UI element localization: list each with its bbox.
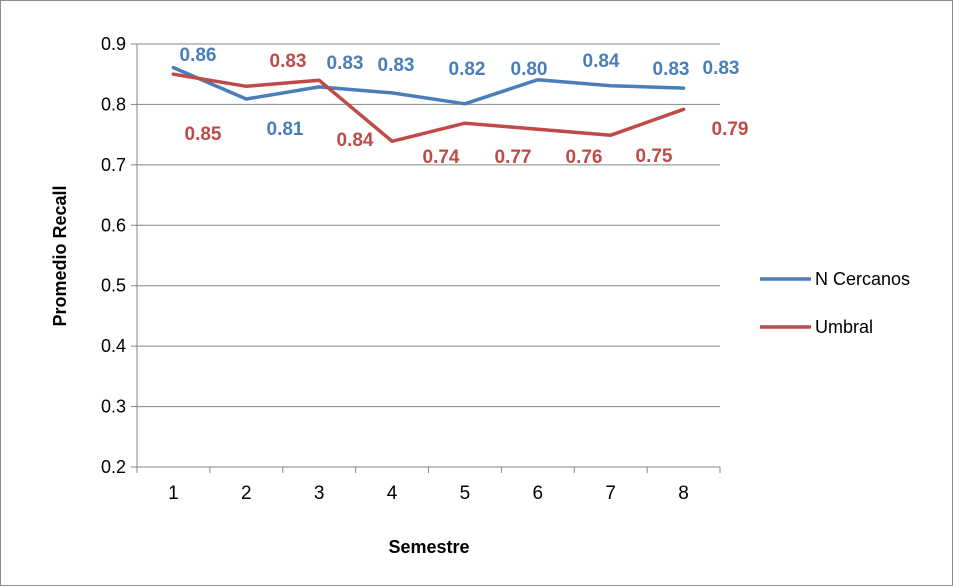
data-label: 0.84 [337,130,374,151]
data-label: 0.82 [449,59,486,80]
data-label: 0.79 [712,119,749,140]
y-tick-labels: 0.2 0.3 0.4 0.5 0.6 0.7 0.8 0.9 [101,34,126,477]
series-line-0 [171,65,686,106]
legend-label-1: Umbral [815,317,873,337]
data-labels: 0.86 0.81 0.83 0.83 0.82 0.80 0.84 0.83 0.83 0.85… [180,45,749,168]
y-tick-label: 0.9 [101,34,126,54]
x-axis-title: Semestre [388,537,469,557]
gridlines [137,43,720,408]
data-label: 0.86 [180,45,217,66]
data-label: 0.83 [703,58,740,79]
data-label: 0.76 [566,147,603,168]
y-axis-title: Promedio Recall [50,185,70,326]
data-label: 0.84 [583,51,620,72]
x-tick-label: 4 [387,483,398,504]
data-label: 0.83 [653,59,690,80]
series-lines [171,65,686,144]
data-label: 0.77 [495,147,532,168]
data-label: 0.83 [378,55,415,76]
x-tick-label: 1 [168,483,179,504]
axes [131,43,721,473]
x-tick-label: 3 [314,483,325,504]
legend: N Cercanos Umbral [760,269,910,337]
y-tick-label: 0.5 [101,276,126,296]
legend-label-0: N Cercanos [815,269,910,289]
x-tick-label: 7 [605,483,616,504]
y-tick-label: 0.6 [101,215,126,235]
data-label: 0.75 [636,146,673,167]
data-label: 0.85 [185,124,222,145]
x-tick-labels: 1 2 3 4 5 6 7 8 [168,483,689,504]
data-label: 0.81 [267,119,304,140]
y-tick-label: 0.3 [101,397,126,417]
y-tick-label: 0.2 [101,457,126,477]
data-label: 0.83 [327,53,364,74]
x-tick-label: 8 [678,483,689,504]
x-tick-label: 5 [460,483,471,504]
x-tick-label: 2 [241,483,252,504]
series-line-1 [171,72,686,144]
x-tick-label: 6 [533,483,544,504]
y-tick-label: 0.8 [101,94,126,114]
y-tick-label: 0.4 [101,336,126,356]
data-label: 0.74 [423,147,460,168]
data-label: 0.80 [511,59,548,80]
y-tick-label: 0.7 [101,155,126,175]
data-label: 0.83 [270,51,307,72]
